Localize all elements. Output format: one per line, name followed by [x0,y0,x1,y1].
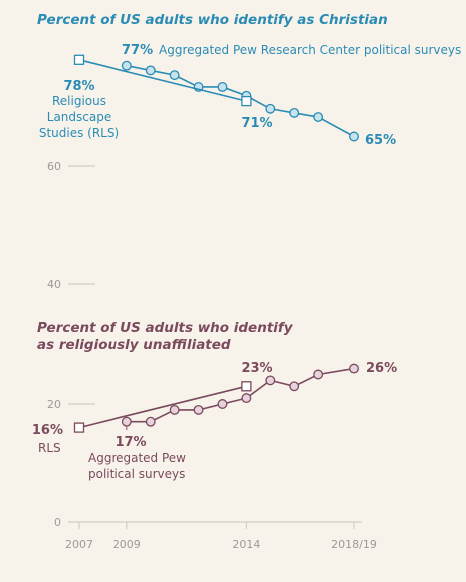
data-point [241,381,252,392]
data-point [313,369,324,380]
data-point [217,81,228,92]
series-line-rls [78,59,247,102]
data-point [241,393,252,404]
pew-end-label: 65% [365,133,396,148]
rls-series-label: Religious [52,94,106,108]
y-tick-label: 60 [47,160,61,173]
pew-series-label: political surveys [88,467,185,481]
data-point [289,107,300,118]
data-point [73,54,85,65]
data-point [313,112,324,122]
data-point [265,375,276,386]
unaffiliated-chart-title: as religiously unaffiliated [37,337,231,353]
data-point [241,95,252,107]
rls-end-label: 71% [241,116,272,131]
series-line-pew [126,367,355,423]
christian-chart-title: Percent of US adults who identify as Chr… [37,12,388,28]
rls-start-label: 78% [63,79,94,94]
data-point [73,422,85,433]
x-tick-label: 2014 [232,538,260,551]
data-point [145,416,156,427]
x-tick-label: 2018/19 [331,538,377,551]
data-point [145,65,156,76]
rls-series-label: Landscape [47,110,111,124]
data-point [217,399,228,409]
pew-start-label: 77% [122,43,153,58]
data-point [121,416,132,427]
pew-series-label: Aggregated Pew Research Center political… [159,43,461,57]
unaffiliated-chart-title: Percent of US adults who identify [37,320,294,336]
rls-end-label: 23% [241,361,272,376]
pew-end-label: 26% [366,361,397,376]
y-tick-label: 20 [47,398,61,411]
rls-series-label: Studies (RLS) [39,126,119,140]
rls-series-label: RLS [38,441,61,455]
data-point [349,131,359,142]
rls-start-label: 16% [32,423,63,438]
data-point [349,363,359,374]
x-tick-label: 2007 [65,538,93,551]
data-point [121,60,132,71]
series-line-pew [126,64,355,138]
data-point [265,103,276,114]
pew-series-label: Aggregated Pew [88,451,186,465]
data-point [193,404,204,415]
y-tick-label: 40 [47,278,61,291]
y-tick-label: 0 [54,516,61,529]
data-point [169,404,180,415]
data-point [289,381,300,392]
data-point [169,70,180,81]
x-tick-label: 2009 [113,538,141,551]
pew-start-label: 17% [115,435,146,450]
series-line-rls [78,385,247,429]
